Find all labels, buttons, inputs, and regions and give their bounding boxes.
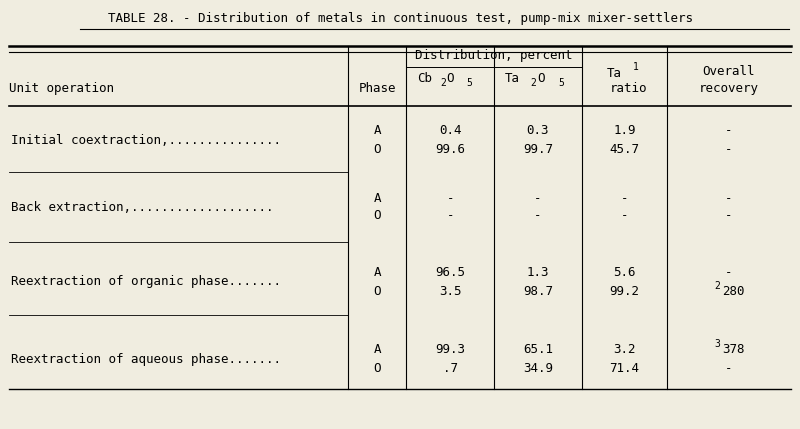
Text: -: - [621, 209, 628, 222]
Text: 1.9: 1.9 [613, 124, 636, 137]
Text: 3.2: 3.2 [613, 343, 636, 356]
Text: Overall: Overall [702, 65, 755, 78]
Text: ratio: ratio [610, 82, 647, 95]
Text: 280: 280 [722, 285, 745, 298]
Text: 99.6: 99.6 [435, 143, 466, 156]
Text: recovery: recovery [699, 82, 759, 95]
Text: -: - [534, 192, 542, 205]
Text: 3.5: 3.5 [439, 285, 462, 298]
Text: O: O [446, 72, 454, 85]
Text: 34.9: 34.9 [523, 363, 553, 375]
Text: -: - [725, 209, 733, 222]
Text: 5: 5 [558, 78, 564, 88]
Text: A: A [374, 343, 381, 356]
Text: Distribution, percent: Distribution, percent [415, 49, 573, 62]
Text: 5: 5 [466, 78, 472, 88]
Text: Unit operation: Unit operation [10, 82, 114, 95]
Text: -: - [621, 192, 628, 205]
Text: 71.4: 71.4 [610, 363, 639, 375]
Text: -: - [725, 124, 733, 137]
Text: Phase: Phase [358, 82, 396, 95]
Text: O: O [374, 363, 381, 375]
Text: 99.7: 99.7 [523, 143, 553, 156]
Text: 3: 3 [714, 339, 720, 349]
Text: 45.7: 45.7 [610, 143, 639, 156]
Text: A: A [374, 192, 381, 205]
Text: 1: 1 [632, 63, 638, 73]
Text: 2: 2 [714, 281, 720, 291]
Text: Reextraction of organic phase.......: Reextraction of organic phase....... [11, 275, 281, 288]
Text: -: - [725, 192, 733, 205]
Text: Initial coextraction,...............: Initial coextraction,............... [11, 133, 281, 147]
Text: 65.1: 65.1 [523, 343, 553, 356]
Text: -: - [725, 363, 733, 375]
Text: O: O [374, 143, 381, 156]
Text: .7: .7 [442, 363, 458, 375]
Text: O: O [537, 72, 545, 85]
Text: 2: 2 [530, 78, 536, 88]
Text: 5.6: 5.6 [613, 266, 636, 278]
Text: -: - [725, 266, 733, 278]
Text: Back extraction,...................: Back extraction,................... [11, 201, 274, 214]
Text: Ta: Ta [607, 67, 622, 80]
Text: Cb: Cb [417, 72, 432, 85]
Text: TABLE 28. - Distribution of metals in continuous test, pump-mix mixer-settlers: TABLE 28. - Distribution of metals in co… [107, 12, 693, 25]
Text: -: - [725, 143, 733, 156]
Text: -: - [446, 209, 454, 222]
Text: Ta: Ta [505, 72, 519, 85]
Text: Reextraction of aqueous phase.......: Reextraction of aqueous phase....... [11, 353, 281, 366]
Text: 378: 378 [722, 343, 745, 356]
Text: 0.4: 0.4 [439, 124, 462, 137]
Text: O: O [374, 285, 381, 298]
Text: A: A [374, 124, 381, 137]
Text: 1.3: 1.3 [526, 266, 549, 278]
Text: 0.3: 0.3 [526, 124, 549, 137]
Text: A: A [374, 266, 381, 278]
Text: 98.7: 98.7 [523, 285, 553, 298]
Text: 2: 2 [440, 78, 446, 88]
Text: O: O [374, 209, 381, 222]
Text: 99.3: 99.3 [435, 343, 466, 356]
Text: -: - [446, 192, 454, 205]
Text: 99.2: 99.2 [610, 285, 639, 298]
Text: 96.5: 96.5 [435, 266, 466, 278]
Text: -: - [534, 209, 542, 222]
